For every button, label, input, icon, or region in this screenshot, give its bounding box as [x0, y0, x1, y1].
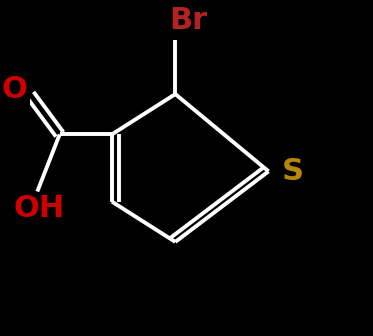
Text: Br: Br — [170, 6, 208, 35]
Text: S: S — [282, 157, 304, 186]
Text: O: O — [2, 75, 28, 103]
Text: OH: OH — [13, 194, 64, 223]
